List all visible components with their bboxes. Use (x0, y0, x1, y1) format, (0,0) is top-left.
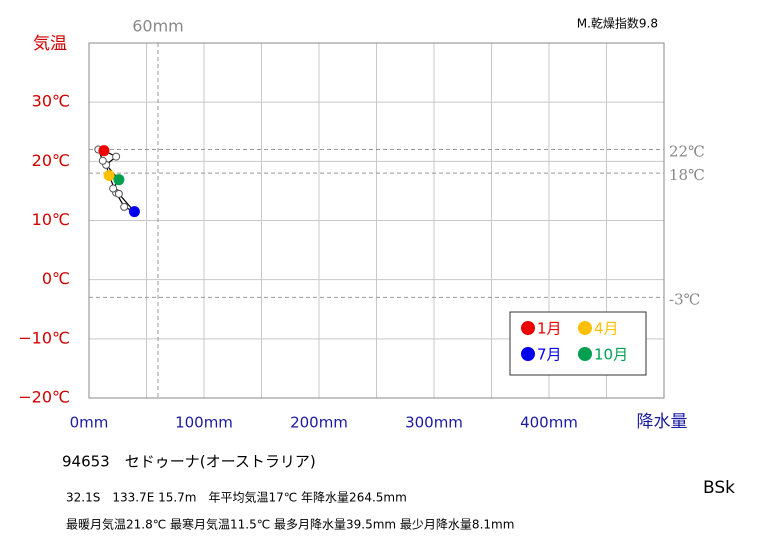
x-tick-label: 200mm (290, 414, 348, 432)
y-tick-label: 20℃ (32, 151, 70, 170)
x-tick-label: 100mm (175, 414, 233, 432)
legend-label: 7月 (537, 346, 562, 364)
plot-border (88, 42, 665, 399)
reference-label: 18℃ (669, 166, 705, 184)
legend-label: 10月 (594, 346, 628, 364)
index-label: M.乾燥指数9.8 (577, 16, 658, 31)
legend-marker (521, 321, 535, 335)
info-line: 最暖月気温21.8℃ 最寒月気温11.5℃ 最多月降水量39.5mm 最少月降水… (66, 517, 514, 532)
x-title: 降水量 (637, 412, 688, 432)
y-tick-label: 10℃ (32, 210, 70, 229)
month-point (114, 189, 123, 198)
y-tick-label: −20℃ (18, 388, 70, 407)
month-point (113, 174, 125, 186)
month-point (120, 202, 129, 211)
month-point (128, 206, 140, 218)
y-title: 気温 (33, 34, 67, 54)
reference-label: 22℃ (669, 143, 705, 161)
y-tick-label: 0℃ (42, 269, 70, 288)
legend-marker (578, 347, 592, 361)
legend-box (509, 311, 647, 376)
reference-label: 60mm (132, 17, 184, 36)
legend-label: 4月 (594, 320, 619, 338)
month-point (109, 184, 118, 193)
month-point (103, 170, 115, 182)
month-point (98, 145, 110, 157)
x-tick-label: 300mm (405, 414, 463, 432)
climate-code: BSk (703, 478, 735, 498)
station: 94653 セドゥーナ(オーストラリア) (62, 453, 316, 471)
month-point (98, 156, 107, 165)
y-tick-label: 30℃ (32, 92, 70, 111)
legend-marker (578, 321, 592, 335)
info-line: 32.1S 133.7E 15.7m 年平均気温17℃ 年降水量264.5mm (66, 490, 407, 505)
legend-marker (521, 347, 535, 361)
y-tick-label: −10℃ (18, 328, 70, 347)
legend-label: 1月 (537, 320, 562, 338)
reference-label: -3℃ (669, 290, 700, 308)
x-tick-label: 400mm (520, 414, 578, 432)
x-tick-label: 0mm (70, 414, 109, 432)
month-point (112, 152, 121, 161)
